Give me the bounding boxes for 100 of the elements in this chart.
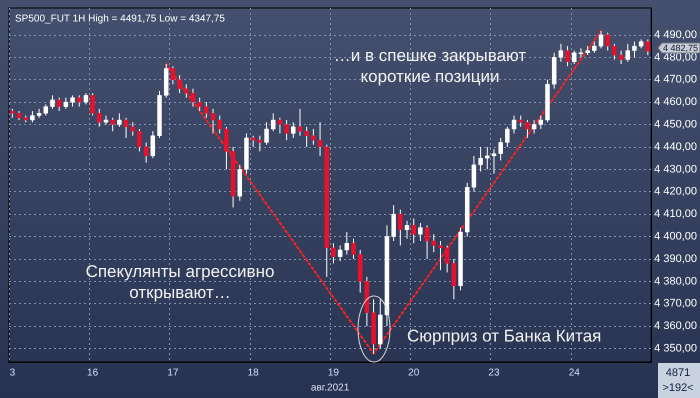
candlestick	[84, 92, 88, 105]
candlestick	[351, 238, 356, 260]
candlestick	[532, 120, 536, 134]
x-tick-label: 18	[248, 368, 260, 378]
x-tick-label: 19	[328, 368, 340, 378]
candlestick	[432, 234, 436, 253]
x-tick-label: 16	[87, 368, 99, 378]
candlestick	[90, 92, 95, 116]
candlestick	[538, 115, 544, 130]
annotation: …и в спешке закрывают короткие позиции	[334, 46, 526, 86]
candlestick	[44, 104, 48, 116]
text: >192<	[662, 382, 694, 394]
candlestick	[338, 244, 342, 262]
candlestick	[418, 222, 423, 242]
candlestick	[592, 41, 597, 54]
y-tick-label: 4 380,00	[654, 275, 698, 288]
candlestick	[424, 224, 430, 260]
candlestick	[404, 220, 410, 240]
y-tick-label: 4 430,00	[654, 163, 698, 176]
candlestick	[204, 102, 209, 118]
x-tick-label: 20	[408, 368, 420, 378]
candlestick	[291, 122, 296, 138]
y-tick-label: 4 440,00	[654, 140, 698, 153]
candlestick	[444, 244, 450, 273]
candlestick	[318, 122, 322, 156]
candlestick	[130, 122, 136, 136]
candlestick	[411, 218, 416, 244]
candlestick	[646, 38, 650, 56]
candlestick	[177, 74, 182, 94]
candlestick	[270, 112, 276, 132]
candlestick	[64, 97, 68, 110]
candlestick	[184, 84, 189, 98]
y-tick-label: 4 450,00	[654, 118, 698, 131]
candlestick	[190, 88, 196, 108]
candlestick	[478, 146, 483, 172]
candlestick	[626, 43, 630, 62]
x-tick-label: 24	[568, 368, 580, 378]
candlestick	[298, 108, 302, 136]
candlestick	[117, 112, 122, 128]
y-tick-label: 4 370,00	[654, 298, 698, 310]
text: SP500_FUT 1H High = 4491,75 Low = 4347,75	[15, 14, 226, 24]
y-tick-label: 4 350,00	[654, 342, 698, 355]
candlestick	[331, 242, 336, 264]
candlestick	[565, 46, 570, 67]
candlestick	[217, 115, 222, 134]
candlestick	[498, 137, 503, 161]
y-tick-label: 4 460,00	[654, 96, 698, 108]
candlestick	[344, 232, 350, 255]
candlestick	[110, 117, 115, 132]
candlestick	[210, 108, 216, 134]
x-axis-title: авг.2021	[310, 382, 350, 394]
candlestick	[50, 94, 55, 110]
candlestick	[452, 258, 456, 300]
candlestick	[56, 97, 62, 112]
candlestick	[144, 142, 148, 164]
y-tick-label: 4 400,00	[654, 230, 698, 243]
annotation: Сюрприз от Банка Китая	[407, 326, 602, 346]
candlestick	[197, 97, 202, 112]
x-tick-label: 3	[10, 368, 16, 378]
x-tick-label: 17	[167, 368, 179, 378]
candlestick	[224, 126, 229, 170]
y-tick-label: 4 490,00	[654, 28, 698, 41]
candlestick	[485, 146, 490, 170]
candlestick	[150, 130, 156, 159]
candlestick	[284, 120, 289, 141]
text: 4 482,75	[663, 43, 698, 53]
annotation: Спекулянты агрессивно открывают…	[86, 262, 274, 302]
candlestick	[398, 209, 403, 246]
candlestick	[250, 135, 256, 148]
candlestick	[598, 30, 604, 49]
x-tick-label: 23	[488, 368, 500, 378]
candlestick	[124, 117, 128, 138]
y-tick-label: 4 470,00	[654, 74, 698, 86]
candlestick	[612, 43, 617, 60]
candlestick	[264, 122, 269, 146]
candlestick	[558, 43, 564, 62]
candlestick	[278, 117, 282, 134]
text: 4871	[666, 367, 690, 379]
candlestick	[391, 204, 396, 242]
candlestick	[311, 128, 316, 146]
candlestick	[618, 50, 624, 65]
candlestick	[605, 32, 610, 52]
candlestick	[572, 50, 577, 65]
candlestick	[170, 66, 176, 85]
y-tick-label: 4 410,00	[654, 208, 698, 220]
candlestick	[30, 110, 35, 123]
candlestick	[97, 108, 102, 128]
candlestick	[472, 155, 476, 192]
candlestick	[492, 148, 496, 174]
y-tick-label: 4 390,00	[654, 252, 698, 265]
y-tick-label: 4 420,00	[654, 186, 698, 198]
candlestick	[438, 240, 443, 271]
candlestick	[525, 120, 530, 138]
y-tick-label: 4 360,00	[654, 320, 698, 332]
candlestick	[70, 94, 75, 108]
candlestick	[304, 126, 309, 148]
candlestick	[632, 41, 637, 58]
candlestick	[505, 126, 510, 148]
candlestick	[76, 94, 82, 108]
candlestick	[137, 128, 142, 152]
